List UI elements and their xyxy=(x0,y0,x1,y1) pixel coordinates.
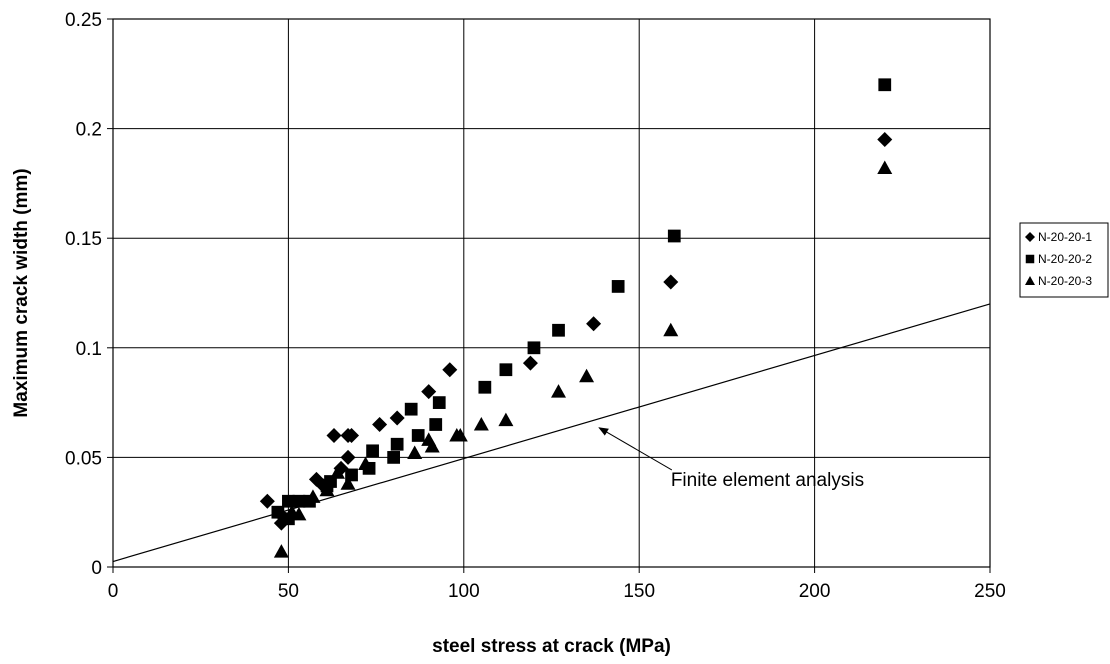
data-point-square xyxy=(404,402,418,416)
grid-lines xyxy=(113,19,990,567)
data-point-diamond xyxy=(344,427,360,443)
data-point-square xyxy=(292,494,306,508)
data-point-triangle xyxy=(551,384,567,398)
data-point-square xyxy=(499,363,513,377)
data-point-diamond xyxy=(259,493,275,509)
legend-marker-diamond xyxy=(1025,232,1035,242)
data-point-triangle xyxy=(452,427,468,442)
data-point-square xyxy=(527,341,541,355)
y-tick-label: 0 xyxy=(91,558,102,579)
data-point-diamond xyxy=(340,449,356,465)
data-point-diamond xyxy=(663,274,679,290)
data-point-diamond xyxy=(421,384,437,400)
data-point-triangle xyxy=(424,438,440,453)
x-tick-label: 150 xyxy=(623,581,655,602)
y-tick-label: 0.15 xyxy=(65,229,102,250)
data-point-square xyxy=(282,494,295,508)
data-point-diamond xyxy=(586,316,602,332)
y-tick-label: 0.1 xyxy=(76,339,102,360)
data-point-triangle xyxy=(663,322,679,337)
data-point-square xyxy=(552,323,565,337)
x-tick-label: 0 xyxy=(108,581,119,602)
data-point-triangle xyxy=(498,412,514,427)
data-point-diamond xyxy=(522,355,538,371)
data-point-triangle xyxy=(273,544,289,558)
trend-layer xyxy=(112,303,991,563)
data-point-triangle xyxy=(305,489,321,503)
data-point-square xyxy=(478,380,492,394)
data-point-square xyxy=(878,78,892,92)
legend: N-20-20-1 N-20-20-2 N-20-20-3 xyxy=(1019,222,1109,298)
legend-label: N-20-20-1 xyxy=(1038,230,1092,244)
data-point-triangle xyxy=(330,465,346,479)
data-point-square xyxy=(429,418,443,431)
data-point-square xyxy=(390,437,404,451)
y-tick-label: 0.2 xyxy=(76,120,102,141)
data-point-diamond xyxy=(372,417,388,433)
data-point-triangle xyxy=(358,456,374,470)
axis-ticks: 0 50 100 150 200 250 0 0.05 0.1 0.15 0.2 0.25 xyxy=(65,10,1006,602)
x-tick-label: 50 xyxy=(278,581,299,602)
data-point-triangle xyxy=(319,482,335,497)
data-point-diamond xyxy=(442,362,458,378)
data-point-square xyxy=(611,280,625,293)
data-point-square xyxy=(432,396,446,409)
data-point-diamond xyxy=(326,427,342,443)
y-tick-label: 0.25 xyxy=(65,10,102,31)
legend-label: N-20-20-2 xyxy=(1038,252,1092,266)
x-tick-label: 250 xyxy=(974,581,1006,602)
data-point-triangle xyxy=(407,445,423,460)
plot-area-frame xyxy=(112,18,991,568)
data-point-square xyxy=(387,451,401,464)
data-point-triangle xyxy=(291,506,307,521)
data-point-square xyxy=(667,229,681,243)
data-point-triangle xyxy=(579,368,595,383)
data-point-diamond xyxy=(389,410,405,426)
x-axis-title: steel stress at crack (MPa) xyxy=(432,636,671,657)
data-point-square xyxy=(271,505,285,519)
data-point-triangle xyxy=(340,476,356,490)
data-points xyxy=(259,78,893,558)
y-tick-label: 0.05 xyxy=(65,448,102,469)
data-point-square xyxy=(366,444,379,458)
finite-element-line xyxy=(112,303,991,563)
legend-label: N-20-20-3 xyxy=(1038,274,1092,288)
data-point-triangle xyxy=(473,417,489,431)
annotation-arrow xyxy=(598,427,673,471)
legend-marker-square xyxy=(1025,254,1035,264)
data-point-square xyxy=(411,429,425,442)
legend-marker-triangle xyxy=(1025,276,1035,285)
annotation-layer: Finite element analysis xyxy=(598,427,864,491)
annotation-label: Finite element analysis xyxy=(671,470,864,491)
y-axis-title: Maximum crack width (mm) xyxy=(11,168,32,417)
x-tick-label: 100 xyxy=(448,581,480,602)
x-tick-label: 200 xyxy=(799,581,831,602)
data-point-diamond xyxy=(877,132,893,148)
data-point-triangle xyxy=(877,160,893,175)
